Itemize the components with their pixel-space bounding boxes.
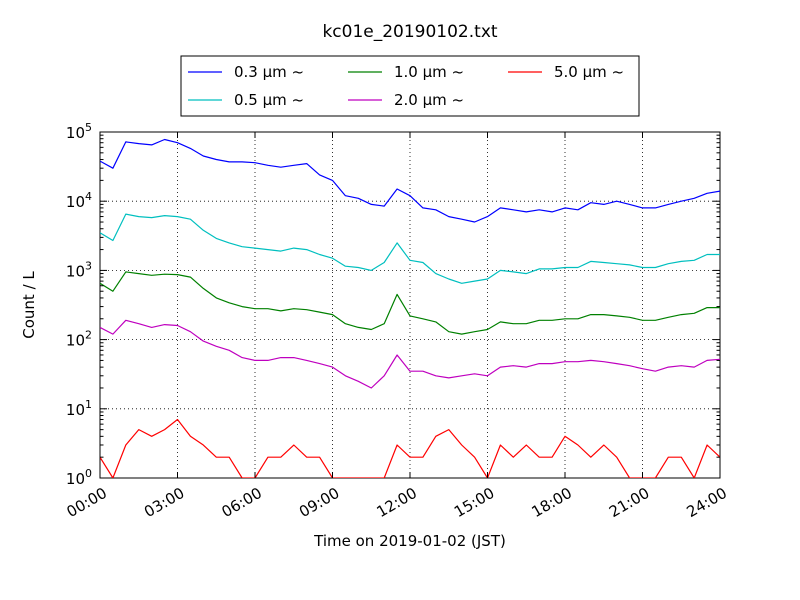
y-tick-label: 105 <box>66 121 92 142</box>
y-tick-label: 103 <box>66 259 92 280</box>
legend: 0.3 μm ~ 1.0 μm ~ 5.0 μm ~ 0.5 μm ~ 2.0 μm ~ <box>180 55 640 117</box>
y-tick-base: 10 <box>66 401 85 419</box>
series-line-2 <box>100 271 720 335</box>
y-tick-exponent: 1 <box>85 398 92 411</box>
y-tick-exponent: 0 <box>85 467 92 480</box>
x-tick-label: 06:00 <box>219 484 265 521</box>
series-line-0 <box>100 138 720 223</box>
legend-box <box>180 55 640 117</box>
legend-label: 0.3 μm ~ <box>234 63 304 81</box>
y-tick-label: 100 <box>66 467 92 488</box>
x-tick-label: 03:00 <box>141 484 187 521</box>
legend-label: 0.5 μm ~ <box>234 91 304 109</box>
x-tick-label: 09:00 <box>296 484 342 521</box>
y-axis-label: Count / L <box>20 271 38 339</box>
x-tick-labels: 00:00 03:00 06:00 09:00 12:00 15:00 18:00 21:00… <box>64 484 730 521</box>
x-tick-label: 18:00 <box>529 484 575 521</box>
y-tick-exponent: 4 <box>85 190 92 203</box>
chart-title: kc01e_20190102.txt <box>322 22 497 42</box>
series-line-4 <box>100 418 720 478</box>
y-tick-label: 101 <box>66 398 92 419</box>
x-tick-label: 12:00 <box>374 484 420 521</box>
series-line-3 <box>100 319 720 389</box>
y-tick-base: 10 <box>66 262 85 280</box>
x-tick-label: 24:00 <box>684 484 730 521</box>
y-tick-exponent: 3 <box>85 259 92 272</box>
x-tick-label: 15:00 <box>451 484 497 521</box>
y-tick-base: 10 <box>66 332 85 350</box>
y-tick-base: 10 <box>66 470 85 488</box>
y-tick-label: 104 <box>66 190 92 211</box>
x-tick-label: 21:00 <box>606 484 652 521</box>
series-layer <box>100 138 720 478</box>
y-tick-exponent: 5 <box>85 121 92 134</box>
y-tick-label: 102 <box>66 329 92 350</box>
axis-ticks <box>99 131 721 479</box>
x-axis-label: Time on 2019-01-02 (JST) <box>313 532 506 550</box>
legend-label: 5.0 μm ~ <box>554 63 624 81</box>
y-tick-exponent: 2 <box>85 329 92 342</box>
legend-label: 2.0 μm ~ <box>394 91 464 109</box>
series-line-1 <box>100 213 720 284</box>
y-tick-base: 10 <box>66 193 85 211</box>
legend-label: 1.0 μm ~ <box>394 63 464 81</box>
y-tick-base: 10 <box>66 124 85 142</box>
x-tick-label: 00:00 <box>64 484 110 521</box>
